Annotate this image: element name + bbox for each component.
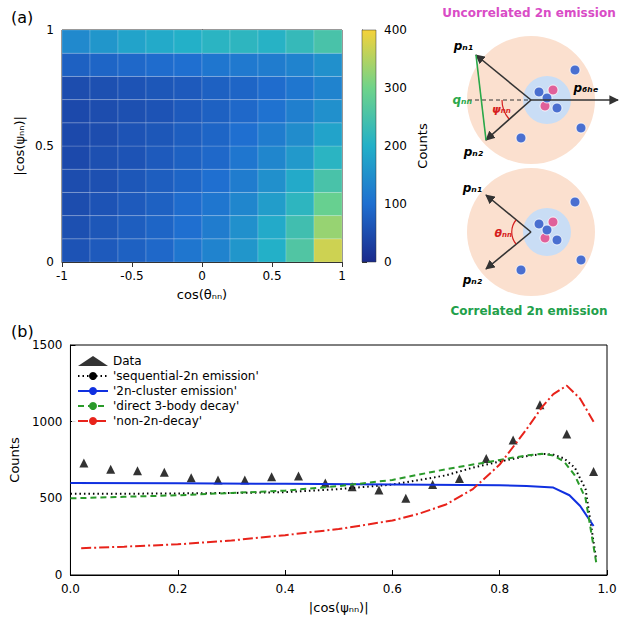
svg-text:0.6: 0.6: [383, 582, 402, 596]
svg-text:0: 0: [198, 269, 206, 283]
svg-text:(a): (a): [11, 8, 33, 27]
svg-text:Counts: Counts: [7, 437, 22, 483]
svg-text:pₙ₂: pₙ₂: [463, 145, 484, 159]
svg-text:0.5: 0.5: [262, 269, 281, 283]
svg-text:0.5: 0.5: [35, 139, 54, 153]
svg-text:0: 0: [55, 568, 63, 582]
svg-text:200: 200: [384, 139, 407, 153]
svg-text:ψₙₙ: ψₙₙ: [492, 103, 511, 116]
svg-text:1000: 1000: [32, 415, 63, 429]
svg-text:Correlated 2n emission: Correlated 2n emission: [451, 304, 608, 318]
svg-text:0.2: 0.2: [168, 582, 187, 596]
svg-text:500: 500: [40, 491, 63, 505]
svg-text:θₙₙ: θₙₙ: [494, 227, 512, 240]
svg-text:'non-2n-decay': 'non-2n-decay': [113, 414, 202, 428]
svg-text:'2n-cluster emission': '2n-cluster emission': [113, 384, 237, 398]
svg-text:0: 0: [46, 255, 54, 269]
svg-text:'direct 3-body decay': 'direct 3-body decay': [113, 399, 239, 413]
svg-text:Data: Data: [113, 354, 142, 368]
svg-text:0.8: 0.8: [490, 582, 509, 596]
svg-text:0.0: 0.0: [61, 582, 80, 596]
svg-text:Uncorrelated 2n emission: Uncorrelated 2n emission: [442, 6, 615, 20]
svg-text:-0.5: -0.5: [120, 269, 143, 283]
svg-text:-1: -1: [56, 269, 68, 283]
svg-text:(b): (b): [11, 322, 34, 341]
svg-text:|cos(ψₙₙ)|: |cos(ψₙₙ)|: [12, 116, 27, 176]
svg-text:cos(θₙₙ): cos(θₙₙ): [177, 287, 227, 302]
svg-text:pₙ₁: pₙ₁: [453, 39, 473, 53]
svg-text:1500: 1500: [32, 338, 63, 352]
svg-text:1: 1: [46, 23, 54, 37]
svg-text:0: 0: [384, 255, 392, 269]
svg-text:pₙ₂: pₙ₂: [462, 273, 483, 287]
svg-text:100: 100: [384, 197, 407, 211]
svg-text:1: 1: [338, 269, 346, 283]
svg-text:400: 400: [384, 23, 407, 37]
svg-text:Counts: Counts: [415, 123, 430, 169]
svg-text:pₙ₁: pₙ₁: [462, 181, 482, 195]
svg-text:1.0: 1.0: [597, 582, 616, 596]
svg-text:300: 300: [384, 81, 407, 95]
svg-text:qₙₙ: qₙₙ: [452, 93, 472, 107]
svg-text:0.4: 0.4: [276, 582, 295, 596]
svg-text:|cos(ψₙₙ)|: |cos(ψₙₙ)|: [309, 600, 369, 615]
svg-text:'sequential-2n emission': 'sequential-2n emission': [113, 369, 259, 383]
svg-text:p₆ₕₑ: p₆ₕₑ: [572, 81, 598, 95]
